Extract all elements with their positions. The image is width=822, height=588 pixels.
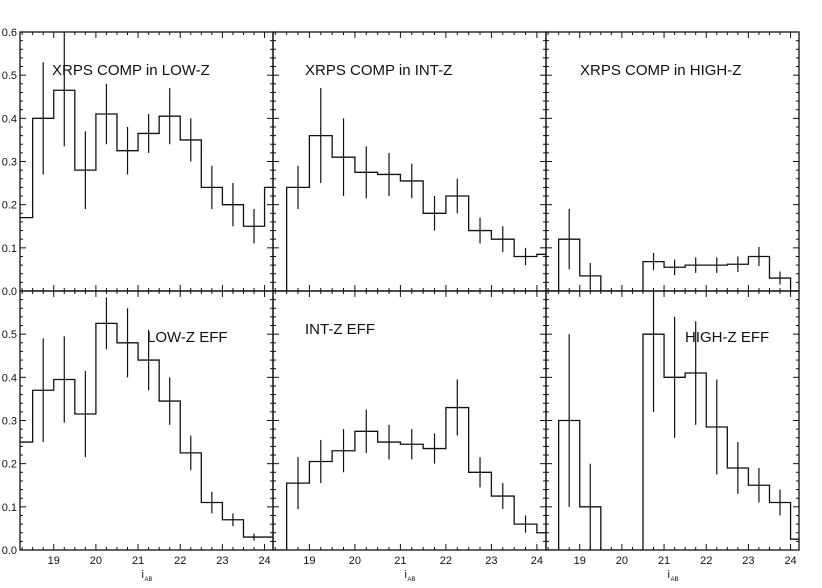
y-tick-label: 0.3 xyxy=(2,157,17,169)
x-tick-label: 23 xyxy=(485,555,497,567)
series-line xyxy=(20,89,273,227)
panel-title: XRPS COMP in INT-Z xyxy=(305,62,452,79)
x-tick-label: 23 xyxy=(742,555,754,567)
series-line xyxy=(20,322,273,538)
y-tick-label: 0.2 xyxy=(2,200,17,212)
series-group xyxy=(273,88,546,291)
panel-title: LOW-Z EFF xyxy=(147,329,228,346)
panel-title: XRPS COMP in HIGH-Z xyxy=(580,62,741,79)
y-tick-label: 0.0 xyxy=(2,286,17,298)
series-line xyxy=(273,134,546,291)
series-group xyxy=(20,297,273,541)
x-tick-label: 19 xyxy=(303,555,315,567)
y-tick-label: 0.3 xyxy=(2,416,17,428)
x-tick-label: 20 xyxy=(616,555,628,567)
y-tick-label: 0.1 xyxy=(2,243,17,255)
y-tick-label: 0.1 xyxy=(2,502,17,514)
x-tick-label: 21 xyxy=(132,555,144,567)
panel-title: XRPS COMP in LOW-Z xyxy=(52,62,210,79)
y-tick-label: 0.4 xyxy=(2,372,17,384)
panel-3: 0.0 0.1 0.2 0.3 0.4 0.5 19 20 21 22 23 24 LOW-Z EFF xyxy=(2,290,274,567)
x-tick-label: 24 xyxy=(784,555,796,567)
x-axis-title: i xyxy=(142,569,144,581)
x-axis-title-subscript: AB xyxy=(145,577,153,583)
series-line xyxy=(546,333,799,550)
panel-0: 0.0 0.1 0.2 0.3 0.4 0.5 0.6 XRPS COMP in LOW-Z xyxy=(2,27,274,298)
x-tick-label: 19 xyxy=(48,555,60,567)
panel-1: XRPS COMP in INT-Z xyxy=(272,31,547,292)
panel-2: XRPS COMP in HIGH-Z xyxy=(545,31,800,292)
x-tick-label: 24 xyxy=(258,555,270,567)
y-tick-label: 0.5 xyxy=(2,70,17,82)
x-axis-title: i xyxy=(668,569,670,581)
series-group xyxy=(20,34,273,244)
panel-title: HIGH-Z EFF xyxy=(685,329,769,346)
y-tick-label: 0.5 xyxy=(2,329,17,341)
panel-title: INT-Z EFF xyxy=(305,321,375,338)
series-group xyxy=(546,208,799,291)
y-tick-label: 0.2 xyxy=(2,459,17,471)
x-axis-title-subscript: AB xyxy=(671,577,679,583)
x-tick-label: 21 xyxy=(658,555,670,567)
x-axis-title: i xyxy=(405,569,407,581)
x-tick-label: 23 xyxy=(216,555,228,567)
x-tick-label: 22 xyxy=(700,555,712,567)
y-tick-label: 0.4 xyxy=(2,113,17,125)
panel-4: 19 20 21 22 23 24 INT-Z EFF xyxy=(272,290,547,567)
x-tick-label: 20 xyxy=(349,555,361,567)
y-tick-label: 0.0 xyxy=(2,545,17,557)
series-group xyxy=(546,291,799,550)
x-tick-label: 19 xyxy=(574,555,586,567)
panel-5: 19 20 21 22 23 24 HIGH-Z EFF xyxy=(545,290,800,567)
y-tick-label: 0.6 xyxy=(2,27,17,39)
series-line xyxy=(273,406,546,550)
x-tick-label: 24 xyxy=(531,555,543,567)
x-tick-label: 22 xyxy=(174,555,186,567)
x-tick-label: 22 xyxy=(440,555,452,567)
x-axis-title-subscript: AB xyxy=(408,577,416,583)
x-tick-label: 20 xyxy=(90,555,102,567)
x-tick-label: 21 xyxy=(394,555,406,567)
series-group xyxy=(273,379,546,550)
